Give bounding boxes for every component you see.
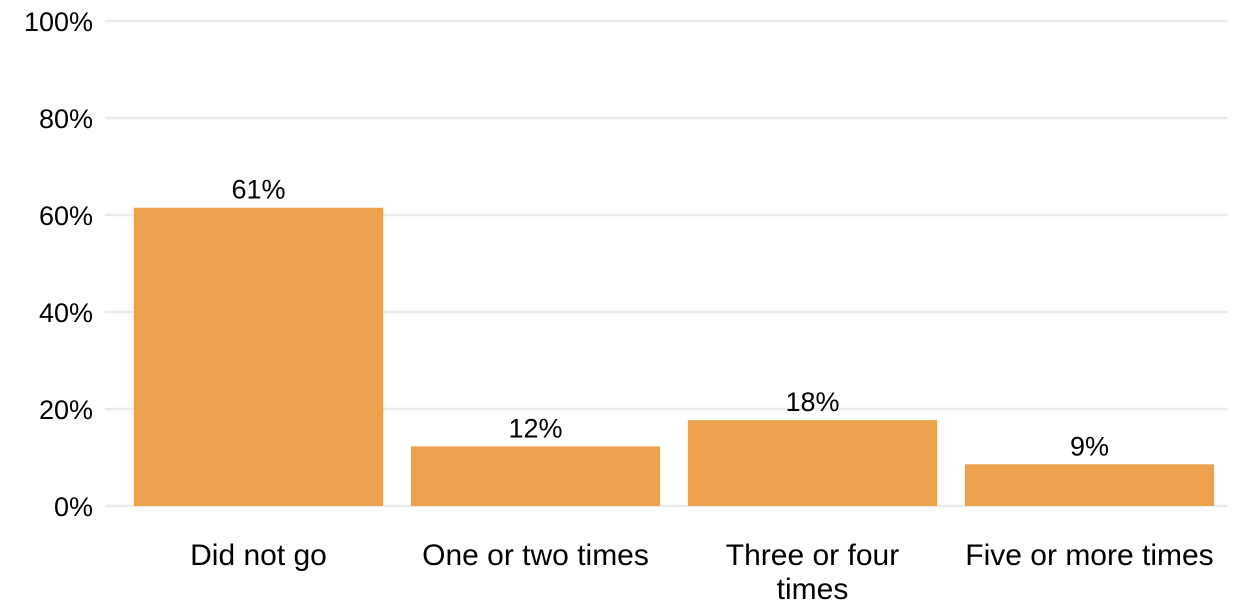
- data-label: 18%: [785, 387, 839, 417]
- data-label: 12%: [508, 413, 562, 443]
- x-category-label-line: Did not go: [190, 539, 327, 572]
- data-label: 61%: [231, 175, 285, 205]
- y-tick-label: 80%: [39, 104, 93, 134]
- x-category-label: Did not go: [190, 539, 327, 572]
- x-category-label-line: Three or four: [726, 539, 899, 572]
- x-category-label-line: Five or more times: [965, 539, 1213, 572]
- x-category-label: Three or four times: [726, 539, 899, 606]
- x-category-label: One or two times: [422, 539, 649, 572]
- data-label: 9%: [1070, 431, 1109, 461]
- x-axis-category-labels: Did not go One or two times Three or four t…: [190, 539, 1214, 606]
- bar: [410, 446, 661, 506]
- x-category-label: Five or more times: [965, 539, 1213, 572]
- data-labels: 61% 12% 18% 9%: [231, 175, 1109, 462]
- bar: [687, 420, 938, 506]
- y-tick-label: 0%: [54, 492, 93, 522]
- y-tick-label: 100%: [24, 7, 93, 37]
- bar: [133, 207, 384, 506]
- y-tick-label: 40%: [39, 298, 93, 328]
- y-axis-tick-labels: 0% 20% 40% 60% 80% 100%: [24, 7, 93, 522]
- x-category-label-line: times: [777, 573, 849, 606]
- y-tick-label: 60%: [39, 201, 93, 231]
- x-category-label-line: One or two times: [422, 539, 649, 572]
- y-tick-label: 20%: [39, 395, 93, 425]
- bar: [964, 464, 1215, 506]
- bars: [133, 207, 1215, 506]
